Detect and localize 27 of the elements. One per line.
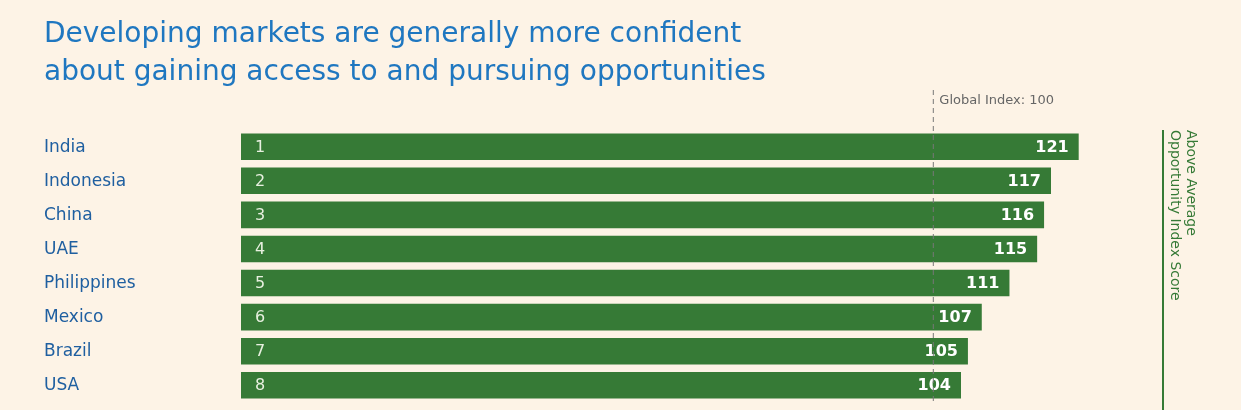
- ref-line-label: Global Index: 100: [939, 92, 1055, 107]
- data-label: 107: [938, 307, 972, 327]
- annotation: 3: [255, 204, 266, 224]
- y-tick-label: Indonesia: [44, 169, 127, 190]
- y-tick-label: Mexico: [44, 306, 104, 327]
- annotation: 5: [255, 273, 266, 293]
- data-label: 117: [1007, 170, 1041, 190]
- y-tick-label: Philippines: [44, 272, 136, 293]
- y-tick-label: UAE: [44, 237, 79, 258]
- data-label: 116: [1000, 204, 1035, 224]
- y-tick-label: India: [44, 135, 86, 156]
- annotation: 2: [255, 170, 266, 190]
- data-label: 104: [917, 375, 951, 395]
- data-label: 105: [924, 341, 958, 361]
- chart-title: Developing markets are generally more confident about gaining access to and pursuing opportunities: [44, 15, 766, 87]
- y-tick-label: Brazil: [44, 340, 92, 361]
- annotation: 1: [255, 136, 266, 156]
- annotation: 7: [255, 341, 266, 361]
- annotation: 6: [255, 307, 266, 327]
- text: Above Average Opportunity Index Score: [1168, 130, 1200, 301]
- data-label: 121: [1035, 136, 1069, 156]
- data-label: 115: [993, 238, 1028, 258]
- y-tick-label: USA: [44, 374, 80, 395]
- data-label: 111: [966, 273, 1000, 293]
- annotation: 8: [255, 375, 266, 395]
- y-tick-label: China: [44, 203, 93, 224]
- annotation: 4: [255, 238, 266, 258]
